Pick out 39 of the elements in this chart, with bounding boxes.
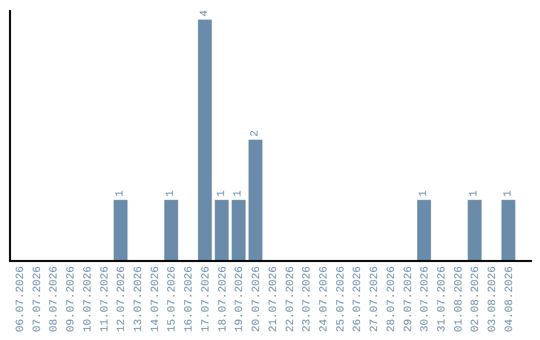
x-tick-label: 03.08.2026 bbox=[487, 266, 500, 332]
x-tick-label: 02.08.2026 bbox=[470, 266, 482, 332]
x-tick-label: 26.07.2026 bbox=[352, 266, 364, 332]
data-label: 1 bbox=[114, 190, 127, 197]
x-tick-label: 13.07.2026 bbox=[133, 266, 146, 332]
x-tick-label: 08.07.2026 bbox=[48, 266, 61, 332]
data-label: 1 bbox=[418, 190, 430, 197]
x-tick-label: 17.07.2026 bbox=[200, 266, 212, 332]
data-label: 1 bbox=[502, 190, 514, 197]
x-tick-label: 01.08.2026 bbox=[453, 266, 466, 332]
x-tick-label: 11.07.2026 bbox=[99, 266, 112, 332]
data-label: 4 bbox=[198, 10, 211, 17]
x-tick-label: 21.07.2026 bbox=[268, 266, 280, 332]
x-tick-label: 29.07.2026 bbox=[402, 266, 415, 332]
x-tick-label: 28.07.2026 bbox=[386, 266, 398, 332]
x-tick-label: 23.07.2026 bbox=[302, 266, 314, 332]
x-tick-label: 19.07.2026 bbox=[234, 266, 246, 332]
x-tick-label: 18.07.2026 bbox=[217, 266, 230, 332]
x-tick-label: 31.07.2026 bbox=[436, 266, 449, 332]
x-tick-label: 14.07.2026 bbox=[150, 266, 162, 332]
x-tick-label: 27.07.2026 bbox=[369, 266, 382, 332]
x-tick-label: 04.08.2026 bbox=[504, 266, 516, 332]
x-tick-label: 30.07.2026 bbox=[420, 266, 432, 332]
x-tick-label: 10.07.2026 bbox=[82, 266, 94, 332]
x-tick-label: 07.07.2026 bbox=[32, 266, 44, 332]
data-label: 1 bbox=[216, 190, 228, 197]
x-tick-label: 20.07.2026 bbox=[251, 266, 264, 332]
x-tick-label: 12.07.2026 bbox=[116, 266, 128, 332]
data-label: 1 bbox=[468, 190, 481, 197]
x-tick-label: 09.07.2026 bbox=[66, 266, 78, 332]
x-tick-label: 06.07.2026 bbox=[15, 266, 28, 332]
x-tick-label: 24.07.2026 bbox=[318, 266, 331, 332]
x-tick-label: 16.07.2026 bbox=[184, 266, 196, 332]
data-label: 1 bbox=[232, 190, 245, 197]
x-tick-label: 25.07.2026 bbox=[335, 266, 348, 332]
x-tick-label: 15.07.2026 bbox=[166, 266, 179, 332]
data-label: 1 bbox=[165, 190, 178, 197]
x-tick-label: 22.07.2026 bbox=[284, 266, 297, 332]
data-label: 2 bbox=[249, 130, 262, 137]
